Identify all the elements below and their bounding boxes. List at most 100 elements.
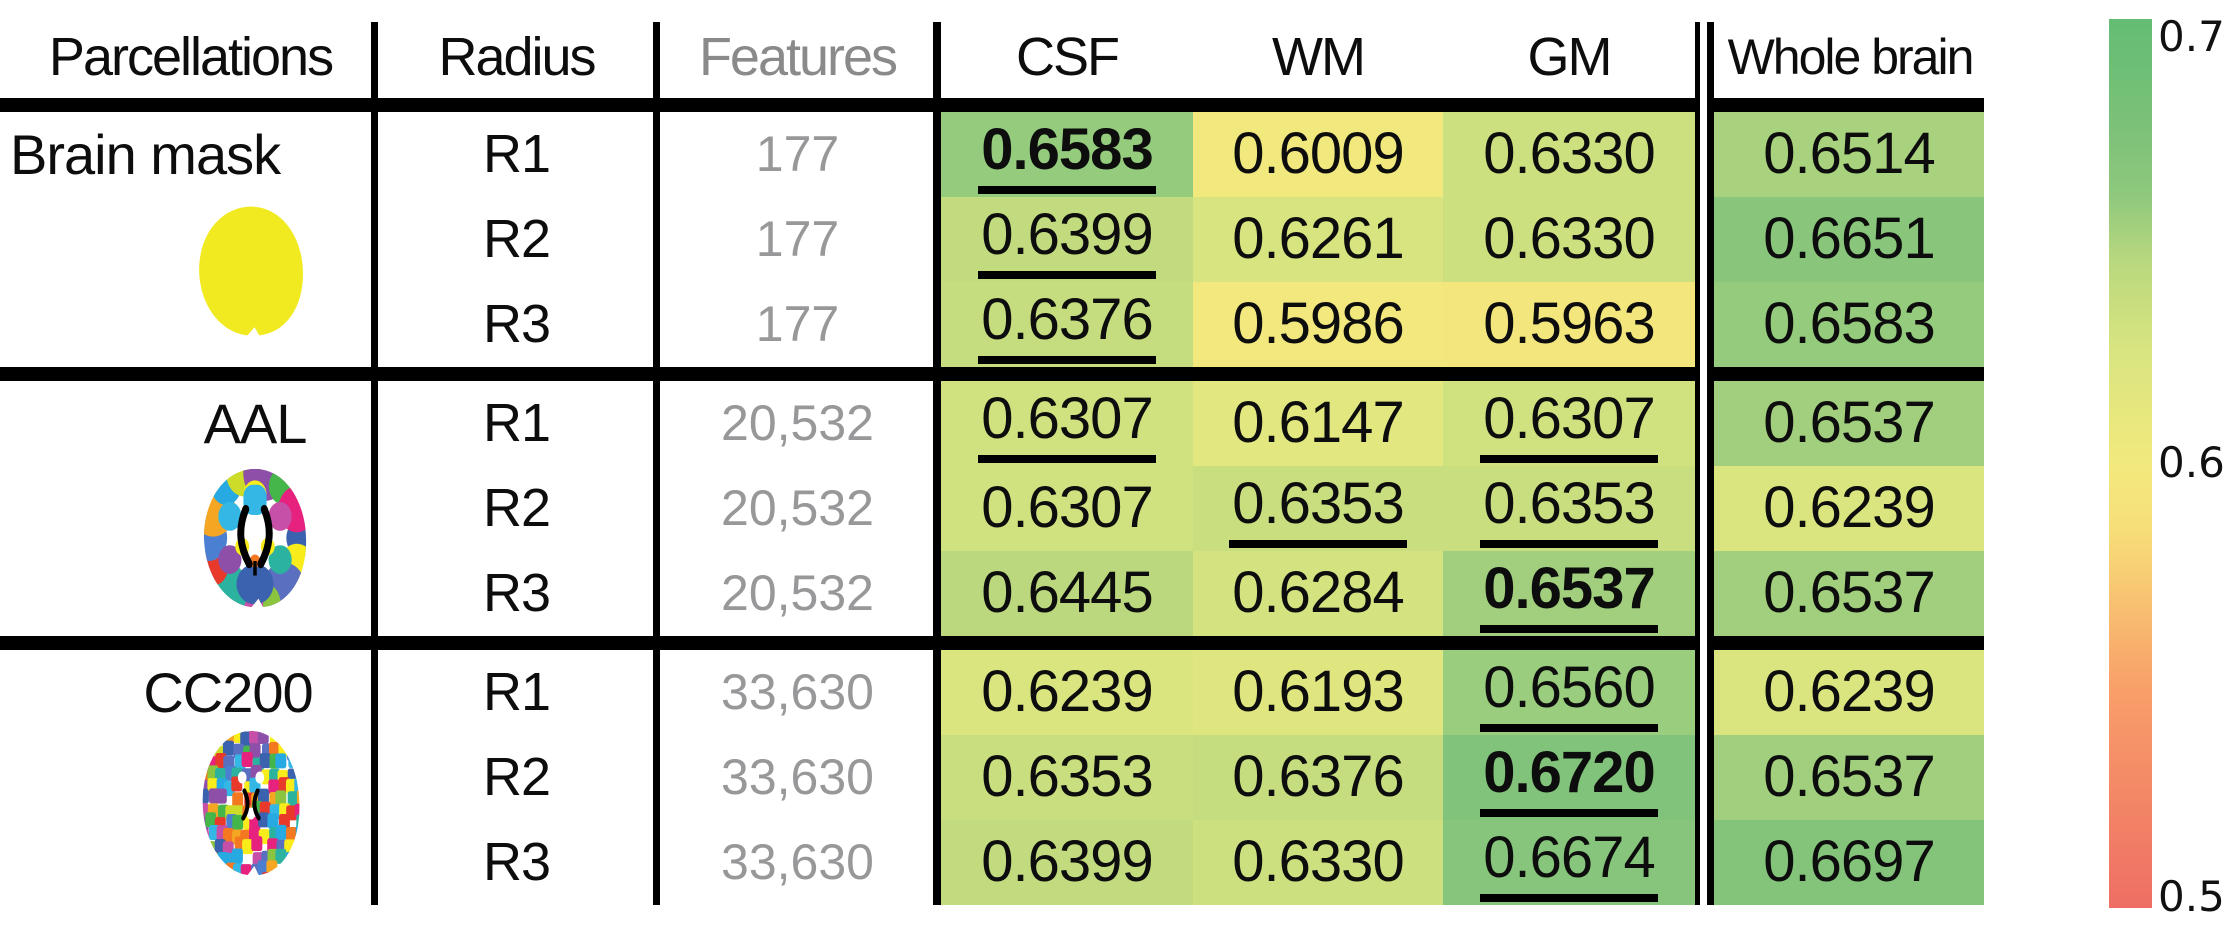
cell-0-0-gm: 0.6330 bbox=[1443, 112, 1695, 197]
value-0-0-csf: 0.6583 bbox=[978, 116, 1156, 194]
cell-1-0-csf: 0.6307 bbox=[941, 381, 1193, 466]
features-2-1: 33,630 bbox=[721, 749, 874, 805]
cell-0-2-wb: 0.6583 bbox=[1714, 282, 1984, 367]
value-2-1-csf: 0.6353 bbox=[981, 743, 1153, 809]
cell-1-0-wb: 0.6537 bbox=[1714, 381, 1984, 466]
parcellation-label-2: CC200 bbox=[143, 661, 313, 724]
cell-0-1-wb: 0.6651 bbox=[1714, 197, 1984, 282]
radius-1-1: R2 bbox=[482, 478, 551, 538]
value-0-1-wm: 0.6261 bbox=[1232, 205, 1404, 271]
cell-1-1-wm: 0.6353 bbox=[1193, 466, 1443, 551]
cell-1-2-csf: 0.6445 bbox=[941, 551, 1193, 636]
radius-0-1: R2 bbox=[482, 209, 551, 269]
colorbar-label-mid: 0.6 bbox=[2158, 438, 2225, 487]
vline-radius-features bbox=[653, 22, 660, 905]
value-1-0-csf: 0.6307 bbox=[978, 385, 1156, 463]
features-1-0: 20,532 bbox=[721, 395, 874, 451]
parcellation-label-1: AAL bbox=[203, 392, 308, 455]
section-divider-2 bbox=[0, 636, 1984, 650]
cell-2-0-csf: 0.6239 bbox=[941, 650, 1193, 735]
radius-0-0: R1 bbox=[482, 124, 551, 184]
vline-double-left bbox=[1695, 22, 1700, 905]
aal-icon bbox=[203, 468, 307, 608]
cell-1-1-wb: 0.6239 bbox=[1714, 466, 1984, 551]
radius-2-1: R2 bbox=[482, 747, 551, 807]
value-0-1-csf: 0.6399 bbox=[978, 201, 1156, 279]
value-0-2-wm: 0.5986 bbox=[1232, 290, 1404, 356]
radius-1-0: R1 bbox=[482, 393, 551, 453]
value-0-0-wb: 0.6514 bbox=[1763, 120, 1935, 186]
value-2-0-csf: 0.6239 bbox=[981, 658, 1153, 724]
header-wm: WM bbox=[1272, 27, 1366, 87]
features-0-2: 177 bbox=[755, 296, 840, 352]
section-divider-1 bbox=[0, 367, 1984, 381]
value-1-2-csf: 0.6445 bbox=[981, 559, 1153, 625]
cell-0-2-wm: 0.5986 bbox=[1193, 282, 1443, 367]
cell-0-0-wm: 0.6009 bbox=[1193, 112, 1443, 197]
value-0-1-gm: 0.6330 bbox=[1483, 205, 1655, 271]
cell-2-2-gm: 0.6674 bbox=[1443, 820, 1695, 905]
features-0-0: 177 bbox=[755, 126, 840, 182]
header-whole-brain: Whole brain bbox=[1727, 29, 1975, 85]
radius-2-0: R1 bbox=[482, 662, 551, 722]
colorbar-label-min: 0.5 bbox=[2158, 872, 2225, 921]
header-rule bbox=[0, 98, 1984, 112]
cell-0-2-gm: 0.5963 bbox=[1443, 282, 1695, 367]
cell-1-2-gm: 0.6537 bbox=[1443, 551, 1695, 636]
features-1-1: 20,532 bbox=[721, 480, 874, 536]
cell-1-1-csf: 0.6307 bbox=[941, 466, 1193, 551]
value-0-2-wb: 0.6583 bbox=[1763, 290, 1935, 356]
features-2-2: 33,630 bbox=[721, 834, 874, 890]
cell-1-2-wm: 0.6284 bbox=[1193, 551, 1443, 636]
header-parcellations: Parcellations bbox=[48, 27, 334, 87]
cell-2-0-gm: 0.6560 bbox=[1443, 650, 1695, 735]
cell-0-0-csf: 0.6583 bbox=[941, 112, 1193, 197]
value-0-0-wm: 0.6009 bbox=[1232, 120, 1404, 186]
cell-2-0-wm: 0.6193 bbox=[1193, 650, 1443, 735]
header-features: Features bbox=[698, 27, 898, 87]
cell-1-2-wb: 0.6537 bbox=[1714, 551, 1984, 636]
cell-2-1-csf: 0.6353 bbox=[941, 735, 1193, 820]
cell-2-2-csf: 0.6399 bbox=[941, 820, 1193, 905]
cell-0-0-wb: 0.6514 bbox=[1714, 112, 1984, 197]
value-1-2-wb: 0.6537 bbox=[1763, 559, 1935, 625]
cell-0-1-wm: 0.6261 bbox=[1193, 197, 1443, 282]
value-1-0-wm: 0.6147 bbox=[1232, 389, 1404, 455]
parcellation-label-0: Brain mask bbox=[10, 123, 281, 186]
cell-2-0-wb: 0.6239 bbox=[1714, 650, 1984, 735]
cell-0-1-gm: 0.6330 bbox=[1443, 197, 1695, 282]
value-1-1-gm: 0.6353 bbox=[1480, 470, 1658, 548]
value-0-2-gm: 0.5963 bbox=[1483, 290, 1655, 356]
value-1-1-wb: 0.6239 bbox=[1763, 474, 1935, 540]
brain-mask-icon bbox=[199, 206, 303, 336]
value-2-0-gm: 0.6560 bbox=[1480, 654, 1658, 732]
vline-features-csf bbox=[933, 22, 941, 905]
cell-1-1-gm: 0.6353 bbox=[1443, 466, 1695, 551]
value-2-1-gm: 0.6720 bbox=[1480, 739, 1658, 817]
radius-1-2: R3 bbox=[482, 563, 551, 623]
value-2-2-wb: 0.6697 bbox=[1763, 828, 1935, 894]
double-line-gap bbox=[1700, 0, 1707, 931]
colorbar bbox=[2109, 19, 2152, 908]
value-0-0-gm: 0.6330 bbox=[1483, 120, 1655, 186]
value-2-0-wb: 0.6239 bbox=[1763, 658, 1935, 724]
value-2-2-csf: 0.6399 bbox=[981, 828, 1153, 894]
radius-0-2: R3 bbox=[482, 294, 551, 354]
value-1-0-wb: 0.6537 bbox=[1763, 389, 1935, 455]
value-2-2-gm: 0.6674 bbox=[1480, 824, 1658, 902]
vline-parcellations-radius bbox=[371, 22, 378, 905]
cell-2-1-wb: 0.6537 bbox=[1714, 735, 1984, 820]
cc200-icon bbox=[202, 731, 300, 875]
value-2-1-wb: 0.6537 bbox=[1763, 743, 1935, 809]
value-1-2-wm: 0.6284 bbox=[1232, 559, 1404, 625]
value-1-2-gm: 0.6537 bbox=[1480, 555, 1658, 633]
cell-0-1-csf: 0.6399 bbox=[941, 197, 1193, 282]
header-radius: Radius bbox=[438, 27, 596, 87]
value-2-1-wm: 0.6376 bbox=[1232, 743, 1404, 809]
radius-2-2: R3 bbox=[482, 832, 551, 892]
cell-2-2-wb: 0.6697 bbox=[1714, 820, 1984, 905]
value-1-1-wm: 0.6353 bbox=[1229, 470, 1407, 548]
cell-2-2-wm: 0.6330 bbox=[1193, 820, 1443, 905]
header-gm: GM bbox=[1527, 27, 1613, 87]
